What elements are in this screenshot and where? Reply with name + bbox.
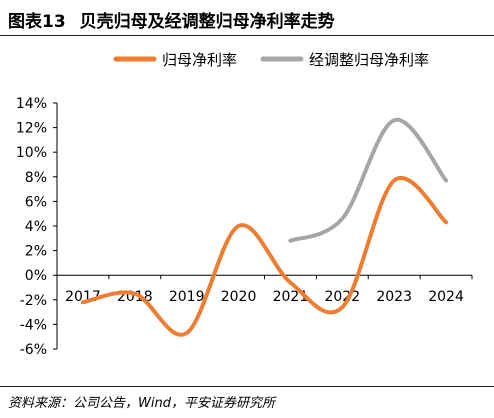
y-tick-label: 12% bbox=[16, 121, 47, 137]
footer-rule bbox=[0, 386, 494, 387]
y-tick-label: 10% bbox=[16, 145, 47, 161]
chart-title: 贝壳归母及经调整归母净利率走势 bbox=[79, 12, 335, 32]
y-tick-label: -6% bbox=[20, 342, 47, 358]
figure-title: 图表13 贝壳归母及经调整归母净利率走势 bbox=[8, 7, 349, 32]
y-tick-label: 14% bbox=[16, 96, 47, 112]
series-line-net-margin bbox=[80, 176, 449, 337]
y-tick-label: 0% bbox=[25, 268, 47, 284]
legend-adjusted-net-margin-label: 经调整归母净利率 bbox=[309, 51, 429, 69]
figure-number: 图表13 bbox=[8, 12, 66, 32]
x-tick-label: 2022 bbox=[324, 289, 360, 305]
x-tick-label: 2023 bbox=[376, 289, 412, 305]
x-tick-label: 2020 bbox=[221, 289, 257, 305]
y-tick-label: -4% bbox=[20, 317, 47, 333]
x-tick-label: 2019 bbox=[169, 289, 205, 305]
y-tick-label: 2% bbox=[25, 244, 47, 260]
header-rule bbox=[0, 35, 494, 36]
y-tick-label: 6% bbox=[25, 194, 47, 210]
source-note: 资料来源：公司公告，Wind，平安证券研究所 bbox=[8, 396, 275, 411]
figure-header: 图表13 贝壳归母及经调整归母净利率走势 bbox=[0, 0, 494, 36]
y-tick-label: 4% bbox=[25, 219, 47, 235]
y-tick-label: 8% bbox=[25, 170, 47, 186]
x-tick-label: 2024 bbox=[428, 289, 464, 305]
line-chart: -6%-4%-2%0%2%4%6%8%10%12%14%2017 2018 2019… bbox=[16, 51, 473, 358]
legend-net-margin-label: 归母净利率 bbox=[162, 51, 237, 69]
series-line-adjusted-net-margin bbox=[288, 118, 449, 243]
y-tick-label: -2% bbox=[20, 293, 47, 309]
